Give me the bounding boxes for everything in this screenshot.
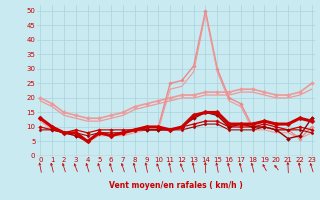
X-axis label: Vent moyen/en rafales ( km/h ): Vent moyen/en rafales ( km/h )	[109, 181, 243, 190]
